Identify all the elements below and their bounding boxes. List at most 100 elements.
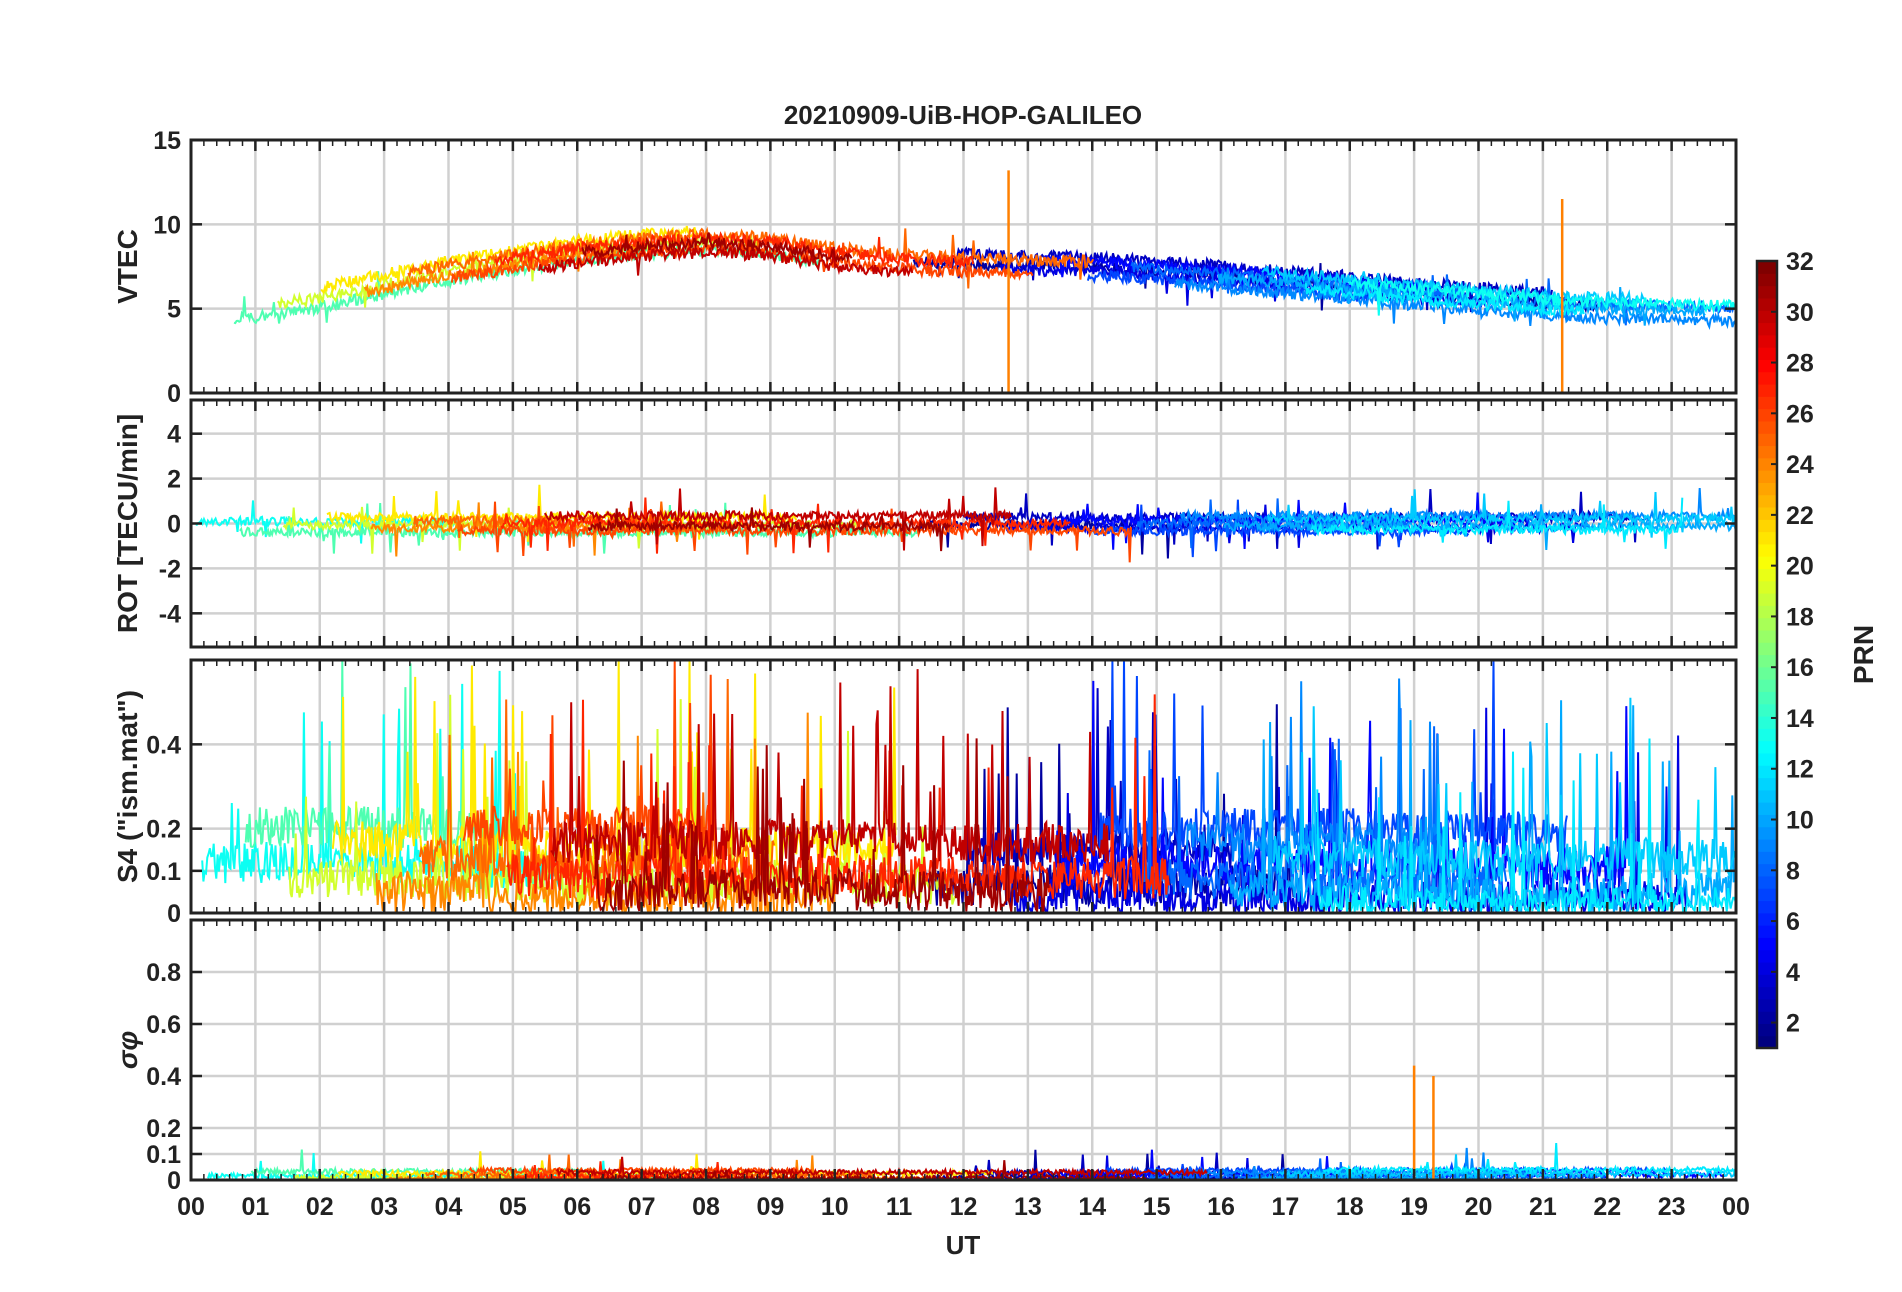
colorbar-swatch xyxy=(1757,900,1777,914)
colorbar-swatch xyxy=(1757,802,1777,815)
x-tick-label: 05 xyxy=(499,1193,527,1221)
series-line-prn-12 xyxy=(1322,1142,1736,1176)
colorbar-swatch xyxy=(1757,383,1777,397)
colorbar-swatch xyxy=(1757,273,1777,287)
y-tick-label: 0 xyxy=(167,900,181,928)
y-tick-label: 0.4 xyxy=(146,1063,181,1091)
colorbar-frame xyxy=(1755,259,1779,1050)
series-line-prn-30 xyxy=(555,1156,1208,1179)
colorbar-swatch xyxy=(1757,703,1777,717)
x-tick-label: 17 xyxy=(1271,1193,1299,1221)
x-tick-label: 14 xyxy=(1078,1193,1106,1221)
x-tick-label: 00 xyxy=(1722,1193,1750,1221)
panel-s4: 0 0.1 0.2 0.4S4 ("ism.mat") xyxy=(112,658,1738,928)
colorbar-tick-label: 16 xyxy=(1786,654,1814,682)
y-axis-label: σφ xyxy=(112,1031,143,1069)
colorbar-swatch xyxy=(1757,433,1777,447)
colorbar-swatch xyxy=(1757,629,1777,643)
colorbar-swatch xyxy=(1757,519,1777,533)
series-line-prn-11 xyxy=(1272,697,1736,882)
series-line-prn-30 xyxy=(543,487,1012,551)
colorbar-swatch xyxy=(1757,556,1777,570)
y-tick-label: -4 xyxy=(159,600,181,628)
colorbar-tick-label: 28 xyxy=(1786,350,1814,378)
x-tick-label: 07 xyxy=(628,1193,656,1221)
colorbar-swatch xyxy=(1757,420,1777,434)
y-axis-label: ROT [TECU/min] xyxy=(112,414,143,633)
colorbar-swatch xyxy=(1757,568,1777,582)
x-tick-label: 03 xyxy=(370,1193,398,1221)
series-line-prn-31 xyxy=(587,507,951,552)
colorbar-swatch xyxy=(1757,691,1777,705)
colorbar-swatch xyxy=(1757,334,1777,348)
colorbar-label: PRN xyxy=(1848,625,1879,684)
series-line-prn-30 xyxy=(538,244,914,278)
y-tick-label: 0.2 xyxy=(146,1115,181,1143)
colorbar-swatch xyxy=(1757,1011,1777,1025)
colorbar-swatch xyxy=(1757,826,1777,840)
colorbar-tick-label: 4 xyxy=(1786,959,1800,987)
colorbar-swatch xyxy=(1757,531,1777,545)
colorbar-swatch xyxy=(1757,494,1777,508)
y-tick-label: 0 xyxy=(167,380,181,408)
x-tick-label: 12 xyxy=(950,1193,978,1221)
colorbar-swatch xyxy=(1757,912,1777,926)
colorbar-swatch xyxy=(1757,814,1777,828)
x-tick-label: 08 xyxy=(692,1193,720,1221)
x-axis-label: UT xyxy=(946,1230,981,1260)
x-tick-label: 13 xyxy=(1014,1193,1042,1221)
colorbar-swatch xyxy=(1757,470,1777,483)
colorbar-swatch xyxy=(1757,593,1777,606)
colorbar-swatch xyxy=(1757,408,1777,422)
y-tick-label: 15 xyxy=(153,127,181,155)
colorbar-tick-label: 12 xyxy=(1786,756,1814,784)
colorbar-swatch xyxy=(1757,998,1777,1012)
colorbar-swatch xyxy=(1757,925,1777,938)
x-tick-label: 20 xyxy=(1465,1193,1493,1221)
colorbar-swatch xyxy=(1757,765,1777,779)
colorbar-tick-label: 30 xyxy=(1786,299,1814,327)
x-tick-label: 23 xyxy=(1658,1193,1686,1221)
x-tick-label: 00 xyxy=(177,1193,205,1221)
colorbar-tick-label: 6 xyxy=(1786,908,1800,936)
y-tick-label: -2 xyxy=(159,555,181,583)
series-line-prn-11 xyxy=(1279,1154,1736,1180)
series-line-prn-11 xyxy=(1266,489,1736,538)
colorbar-swatch xyxy=(1757,285,1777,299)
colorbar-tick-label: 20 xyxy=(1786,553,1814,581)
y-tick-label: 0.8 xyxy=(146,959,181,987)
y-tick-label: 0.2 xyxy=(146,816,181,844)
colorbar-swatch xyxy=(1757,310,1777,324)
x-tick-label: 16 xyxy=(1207,1193,1235,1221)
series-line-prn-25 xyxy=(407,226,1095,289)
colorbar-swatch xyxy=(1757,580,1777,594)
colorbar-swatch xyxy=(1757,457,1777,471)
colorbar-swatch xyxy=(1757,642,1777,656)
colorbar-swatch xyxy=(1757,740,1777,754)
series-group xyxy=(233,170,1736,393)
colorbar-swatch xyxy=(1757,851,1777,865)
x-tick-label: 15 xyxy=(1143,1193,1171,1221)
colorbar-swatch xyxy=(1757,261,1777,274)
series-line-prn-7 xyxy=(1092,499,1470,558)
colorbar-swatch xyxy=(1757,506,1777,520)
colorbar-swatch xyxy=(1757,1023,1777,1037)
series-line-prn-9 xyxy=(1174,267,1736,330)
x-tick-label: 22 xyxy=(1593,1193,1621,1221)
series-line-prn-13 xyxy=(1349,275,1736,316)
colorbar-swatch xyxy=(1757,715,1777,729)
colorbar-swatch xyxy=(1757,949,1777,963)
colorbar-swatch xyxy=(1757,875,1777,889)
colorbar-swatch xyxy=(1757,482,1777,496)
series-line-prn-4 xyxy=(1005,504,1591,548)
colorbar-swatch xyxy=(1757,617,1777,631)
y-tick-label: 0.6 xyxy=(146,1011,181,1039)
colorbar-swatch xyxy=(1757,666,1777,680)
colorbar-swatch xyxy=(1757,777,1777,791)
colorbar-swatch xyxy=(1757,838,1777,852)
colorbar-tick-label: 8 xyxy=(1786,857,1800,885)
colorbar-tick-label: 18 xyxy=(1786,603,1814,631)
colorbar-swatch xyxy=(1757,974,1777,988)
